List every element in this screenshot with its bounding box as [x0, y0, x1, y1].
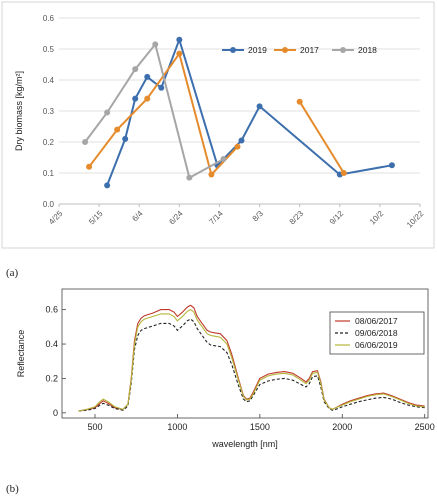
- spectrum-line-09-06-2018: [78, 318, 425, 412]
- y-axis-label-b: Reflectance: [16, 330, 26, 378]
- data-point-2017: [114, 126, 121, 133]
- y-tick-label-a: 0.0: [43, 200, 55, 209]
- y-tick-label-a: 0.5: [43, 45, 55, 54]
- chart-a-frame: [1, 1, 435, 249]
- y-axis-label-a: Dry biomass [kg/m²]: [14, 71, 24, 151]
- legend-marker-2019: [230, 47, 236, 53]
- legend-label-2017: 2017: [300, 45, 319, 55]
- x-axis-label-b: wavelength [nm]: [211, 439, 278, 449]
- x-tick-label-b: 2500: [415, 422, 435, 432]
- data-point-2018: [152, 41, 159, 48]
- y-tick-label-a: 0.6: [43, 14, 55, 23]
- spectrum-line-08-06-2017: [78, 304, 425, 412]
- data-point-2019: [158, 84, 165, 91]
- x-tick-label-b: 500: [87, 422, 102, 432]
- biomass-chart: 0.00.10.20.30.40.50.64/25 5/15 6/4 6/24 7/14…: [14, 14, 426, 230]
- data-point-2017: [234, 143, 241, 150]
- y-tick-label-a: 0.1: [43, 169, 55, 178]
- legend-label-06-06-2019: 06/06/2019: [355, 340, 398, 350]
- x-tick-label-b: 2000: [332, 422, 352, 432]
- y-tick-label-b: 0.6: [45, 305, 58, 315]
- y-tick-label-b: 0.4: [45, 339, 58, 349]
- legend-marker-2017: [282, 47, 288, 53]
- x-tick-label-b: 1000: [167, 422, 187, 432]
- data-point-2017: [176, 50, 183, 57]
- reflectance-chart: 500 1000 1500 2000 2500 0 0.2 0.4 0.6 wavelength …: [16, 288, 435, 449]
- data-point-2019: [176, 36, 183, 43]
- x-tick-label-b: 1500: [250, 422, 270, 432]
- data-point-2019: [256, 103, 263, 110]
- data-point-2019: [104, 182, 111, 189]
- legend-marker-2018: [340, 47, 346, 53]
- data-point-2018: [104, 109, 111, 116]
- legend-label-08-06-2017: 08/06/2017: [355, 316, 398, 326]
- data-point-2019: [132, 95, 139, 102]
- y-tick-label-b: 0: [53, 408, 58, 418]
- data-point-2019: [388, 162, 395, 169]
- data-point-2017: [208, 171, 215, 178]
- data-point-2018: [186, 174, 193, 181]
- data-point-2018: [132, 66, 139, 73]
- series-line-2017: [298, 101, 345, 174]
- data-point-2018: [220, 156, 227, 163]
- data-point-2018: [82, 139, 89, 145]
- spectrum-line-06-06-2019: [78, 308, 425, 412]
- y-tick-label-b: 0.2: [45, 373, 58, 383]
- y-tick-label-a: 0.4: [43, 76, 55, 85]
- data-point-2017: [296, 98, 303, 105]
- y-tick-label-a: 0.2: [43, 138, 55, 147]
- panel-label-b: (b): [6, 483, 19, 495]
- y-tick-label-a: 0.3: [43, 107, 55, 116]
- data-point-2017: [86, 163, 93, 170]
- legend-label-2019: 2019: [248, 45, 267, 55]
- series-line-2018: [84, 42, 224, 180]
- data-point-2017: [340, 170, 347, 176]
- data-point-2019: [238, 137, 245, 144]
- panel-label-a: (a): [6, 267, 19, 279]
- data-point-2019: [144, 73, 151, 80]
- legend-label-09-06-2018: 09/06/2018: [355, 328, 398, 338]
- data-point-2017: [144, 95, 151, 102]
- legend-label-2018: 2018: [358, 45, 377, 55]
- data-point-2019: [122, 135, 129, 142]
